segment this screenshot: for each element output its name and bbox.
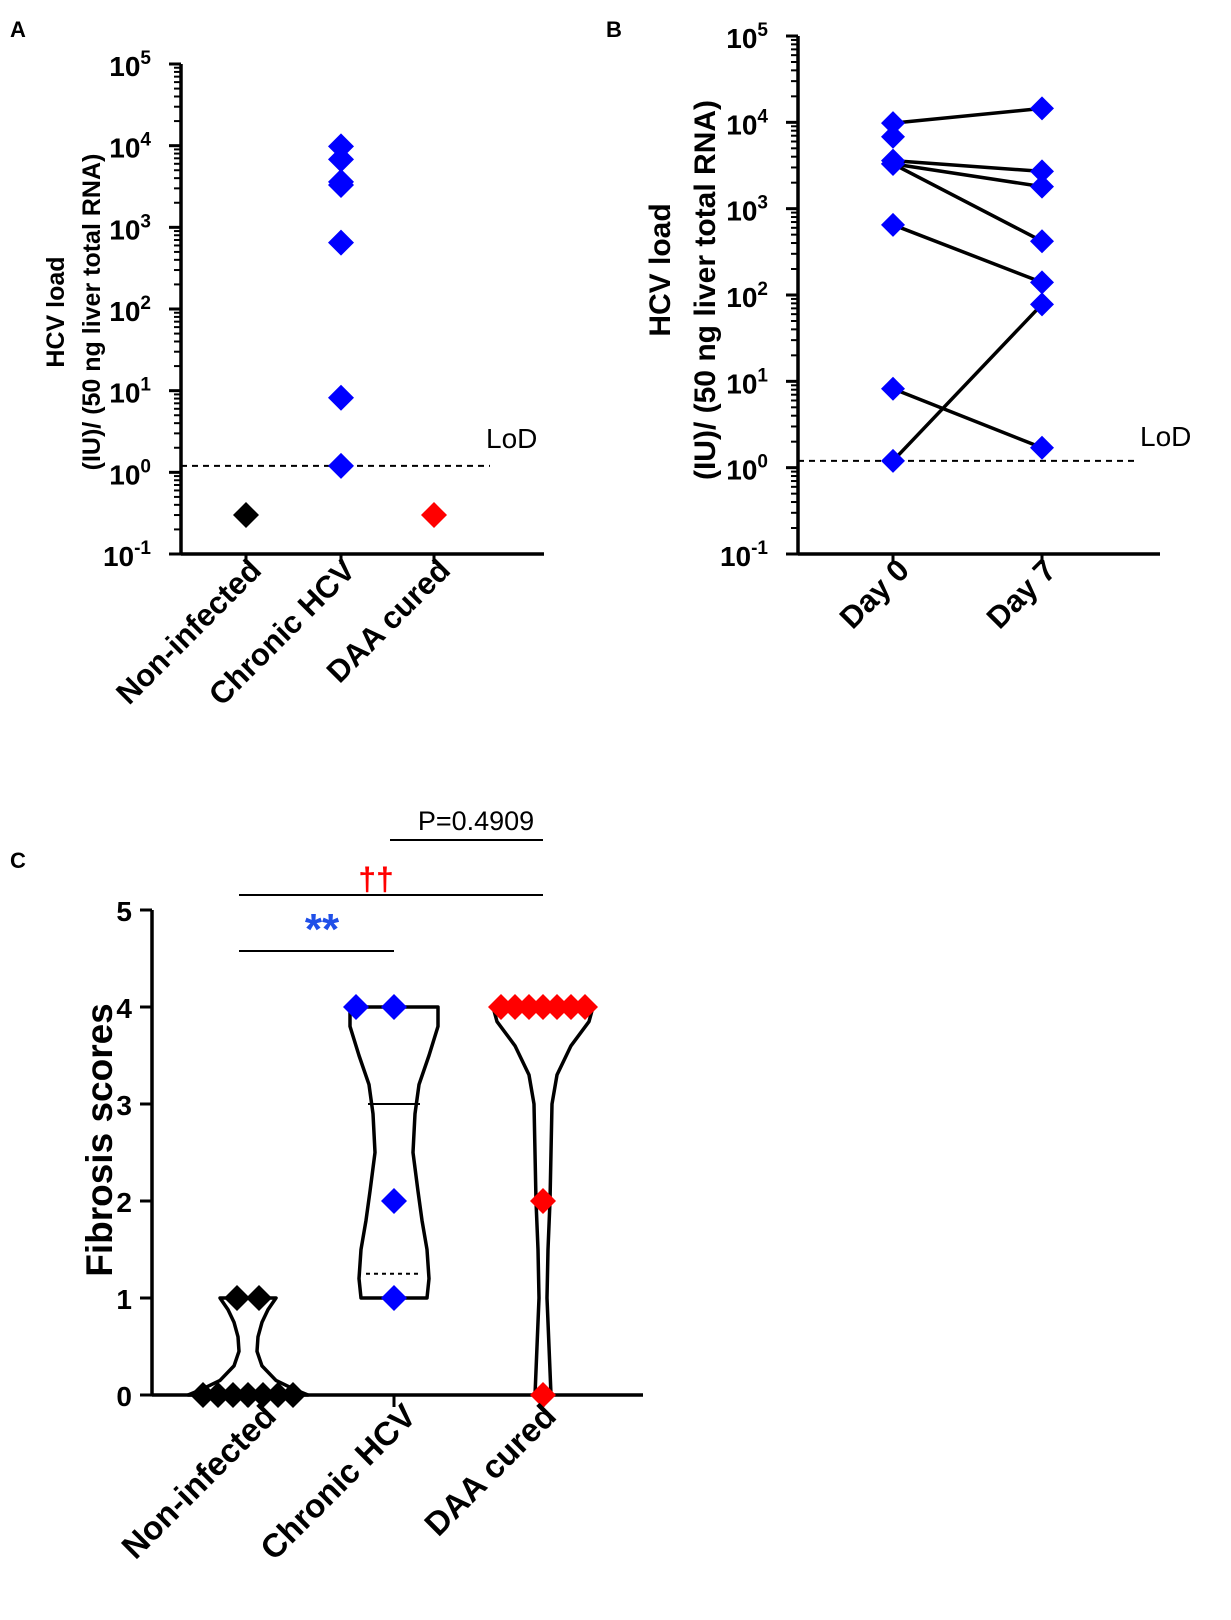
panel-b-point-day0	[881, 448, 905, 473]
panel-c-ytick-label: 3	[116, 1090, 132, 1121]
panel-b-ytick-label: 104	[726, 106, 768, 140]
panel-a-ytick-label: 104	[109, 130, 151, 164]
panel-b-pair-line	[892, 162, 1043, 243]
panel-b-point-day7	[1030, 159, 1054, 184]
violin-chronic-hcv	[348, 1005, 440, 1300]
panel-a-point	[328, 229, 354, 256]
panel-b-pair-line	[892, 106, 1043, 125]
panel-b-pair-line	[892, 223, 1043, 285]
panel-c-ylabel: Fibrosis scores	[79, 1003, 120, 1277]
panel-c-point-daa-cured	[530, 1188, 556, 1214]
panel-c-point-non-infected	[235, 1382, 261, 1408]
panel-b-lod-label: LoD	[1140, 421, 1191, 452]
panel-b-ytick-label: 103	[726, 193, 768, 227]
panel-b-ytick-label: 10-1	[720, 538, 768, 572]
panel-c-point-chronic-hcv	[381, 1188, 407, 1214]
panel-a-ytick-label: 105	[109, 48, 151, 82]
daggers-annotation: ††	[358, 861, 394, 897]
panel-a-ytick-label: 100	[109, 456, 151, 490]
pvalue-annotation: P=0.4909	[418, 806, 534, 836]
panel-c-ytick-label: 1	[116, 1284, 132, 1315]
panel-a-point	[421, 502, 447, 529]
panel-b-point-day0	[881, 124, 905, 149]
panel-b-pair-line	[892, 158, 1043, 174]
panel-c-point-daa-cured	[530, 994, 556, 1020]
panel-c-ytick-label: 0	[116, 1381, 132, 1412]
panel-a-point	[328, 384, 354, 411]
panel-b-ylabel-line1: HCV load	[644, 203, 677, 336]
panel-letter-c: C	[10, 848, 26, 873]
panel-b-pair-line	[891, 303, 1044, 463]
panel-b-point-day0	[881, 151, 905, 176]
panel-c-ytick-label: 4	[116, 993, 132, 1024]
panel-b-category-day0: Day 0	[833, 552, 916, 635]
panel-b-ytick-label: 101	[726, 365, 768, 399]
panel-b-point-day7	[1030, 435, 1054, 460]
panel-a-point	[328, 171, 354, 198]
panel-c-point-non-infected	[246, 1285, 272, 1311]
panel-c-point-daa-cured	[530, 1382, 556, 1408]
panel-a: HCV load (IU)/ (50 ng liver total RNA) 1…	[42, 48, 544, 712]
panel-c-point-non-infected	[280, 1382, 306, 1408]
panel-a-ytick-label: 10-1	[103, 538, 151, 572]
panel-b-ytick-label: 102	[726, 279, 768, 313]
panel-c-point-daa-cured	[502, 994, 528, 1020]
panel-a-point	[328, 452, 354, 479]
panel-b-point-day0	[881, 111, 905, 136]
panel-b-point-day7	[1030, 174, 1054, 199]
panel-b-point-day7	[1030, 270, 1054, 295]
panel-b-ylabel-line2: (IU)/ (50 ng liver total RNA)	[689, 100, 722, 480]
panel-b-pair-line	[892, 162, 1043, 189]
panel-letter-a: A	[10, 17, 26, 42]
panel-c-point-daa-cured	[544, 994, 570, 1020]
panel-b-pair-line	[892, 387, 1043, 450]
panel-c-point-non-infected	[220, 1382, 246, 1408]
panel-c-point-chronic-hcv	[381, 994, 407, 1020]
panel-c-point-daa-cured	[572, 994, 598, 1020]
panel-c-point-chronic-hcv	[381, 1285, 407, 1311]
panel-c-point-non-infected	[265, 1382, 291, 1408]
panel-a-ytick-label: 102	[109, 293, 151, 327]
panel-c-point-non-infected	[224, 1285, 250, 1311]
panel-c-category-daa-cured: DAA cured	[417, 1397, 563, 1543]
violin-non-infected	[186, 1296, 310, 1397]
panel-b-ytick-label: 105	[726, 20, 768, 54]
panel-a-ylabel-line1: HCV load	[42, 256, 70, 367]
panel-b-point-day7	[1030, 292, 1054, 317]
panel-b: HCV load (IU)/ (50 ng liver total RNA) 1…	[644, 20, 1191, 635]
panel-b-point-day0	[881, 212, 905, 237]
panel-c-point-daa-cured	[558, 994, 584, 1020]
stars-annotation: **	[305, 905, 340, 954]
panel-b-category-day7: Day 7	[980, 552, 1063, 635]
panel-letter-b: B	[606, 17, 622, 42]
panel-c-point-daa-cured	[516, 994, 542, 1020]
panel-c-point-non-infected	[250, 1382, 276, 1408]
panel-b-point-day7	[1030, 96, 1054, 121]
panel-c-point-daa-cured	[488, 994, 514, 1020]
panel-c-ytick-label: 2	[116, 1187, 132, 1218]
panel-c-point-chronic-hcv	[343, 994, 369, 1020]
panel-c-point-non-infected	[205, 1382, 231, 1408]
panel-b-point-day0	[881, 376, 905, 401]
panel-c-point-non-infected	[190, 1382, 216, 1408]
panel-a-ytick-label: 103	[109, 211, 151, 245]
panel-a-ylabel-line2: (IU)/ (50 ng liver total RNA)	[78, 154, 106, 471]
panel-a-point	[328, 146, 354, 173]
panel-b-ytick-label: 100	[726, 452, 768, 486]
panel-a-lod-label: LoD	[486, 423, 537, 454]
panel-a-ytick-label: 101	[109, 375, 151, 409]
panel-b-point-day7	[1030, 229, 1054, 254]
panel-c-ytick-label: 5	[116, 896, 132, 927]
panel-a-point	[233, 502, 259, 529]
